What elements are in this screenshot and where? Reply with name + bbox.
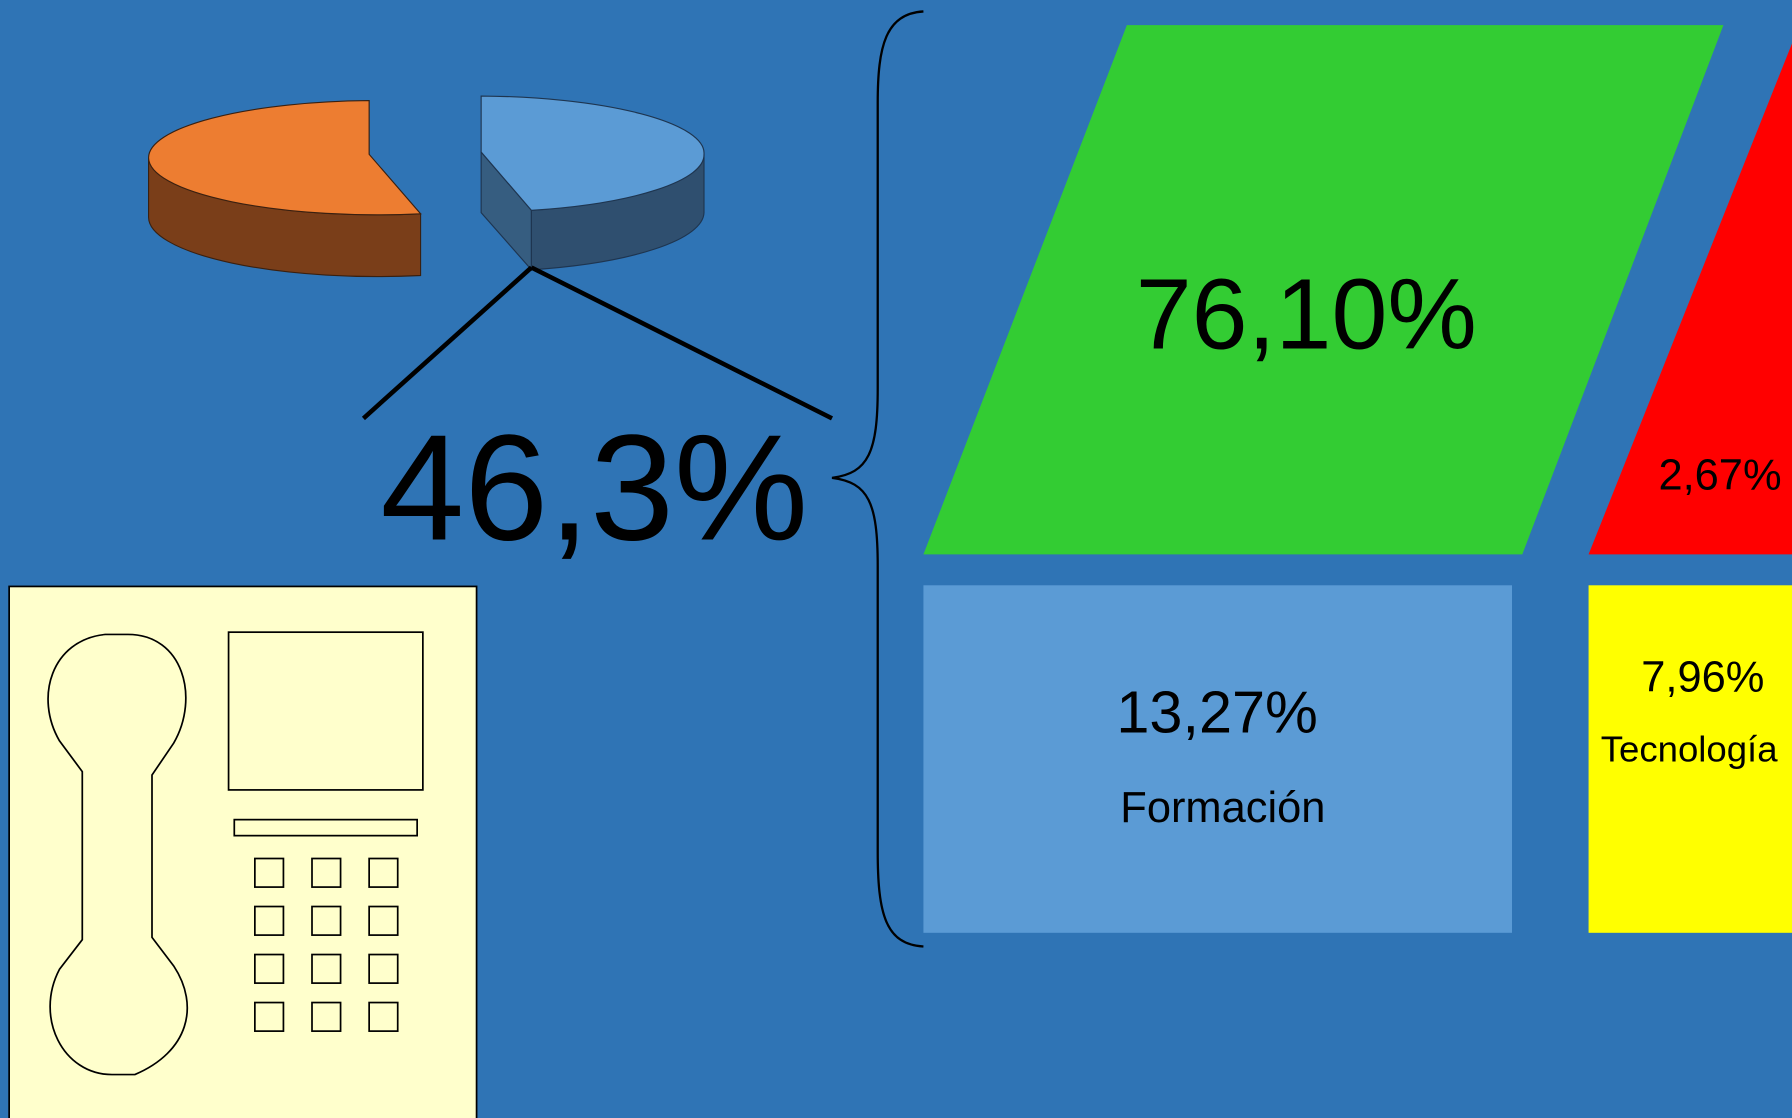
blue-box — [923, 585, 1512, 933]
handset — [47, 633, 188, 1076]
key — [368, 1001, 399, 1032]
key — [311, 1001, 342, 1032]
pie-label: 46,3% — [380, 403, 808, 572]
key — [368, 905, 399, 936]
box-label: Tecnología — [1601, 728, 1778, 769]
brace — [831, 10, 924, 948]
key — [311, 857, 342, 888]
keypad — [253, 857, 399, 1032]
leader-line — [361, 265, 533, 421]
key — [311, 953, 342, 984]
key — [253, 953, 285, 984]
phone-icon — [8, 585, 478, 1118]
box-value: 13,27% — [1116, 679, 1318, 746]
red-box — [1588, 43, 1792, 555]
key — [253, 1001, 285, 1032]
key — [311, 905, 342, 936]
key — [253, 857, 285, 888]
key — [253, 905, 285, 936]
slot — [233, 818, 418, 837]
box-value: 2,67% — [1658, 451, 1781, 499]
key — [368, 953, 399, 984]
box-value: 7,96% — [1641, 654, 1764, 702]
box-label: Formación — [1120, 784, 1325, 832]
screen — [227, 631, 424, 791]
key — [368, 857, 399, 888]
green-box — [923, 25, 1724, 555]
box-value: 76,10% — [1136, 259, 1477, 371]
pie-slice — [147, 100, 422, 216]
pie-slice — [480, 95, 705, 211]
yellow-box — [1588, 585, 1792, 933]
leader-line — [530, 265, 834, 421]
